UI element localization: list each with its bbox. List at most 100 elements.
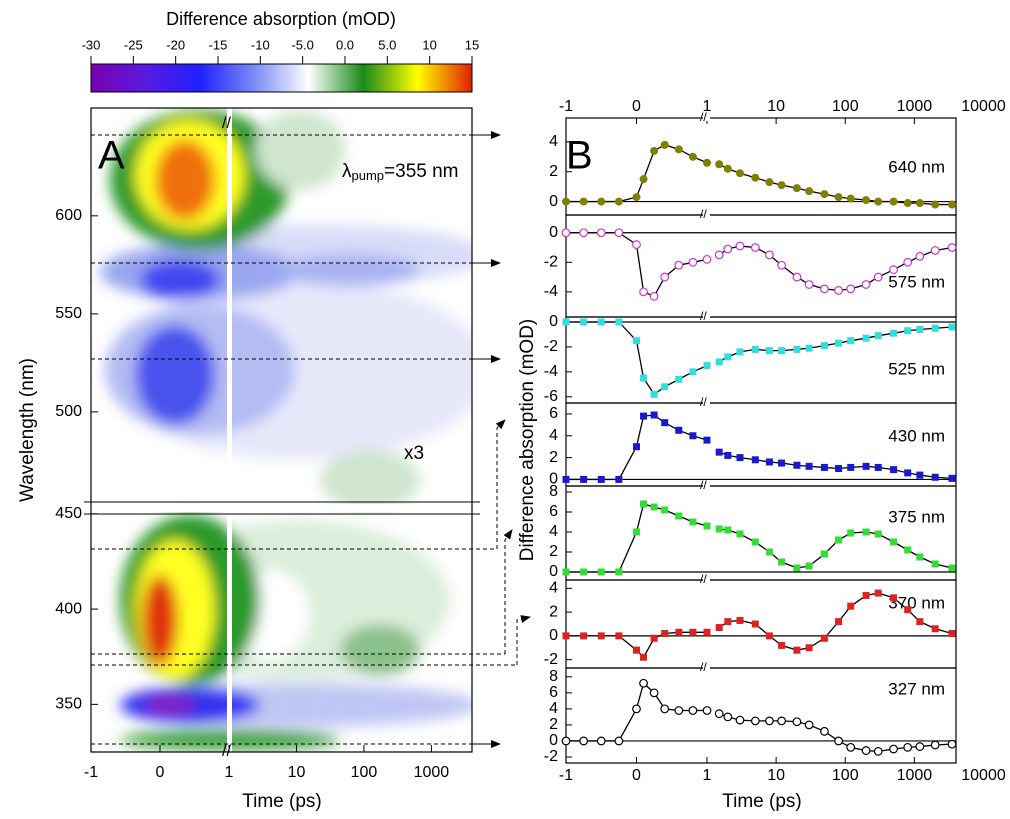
marker bbox=[597, 318, 605, 326]
marker bbox=[580, 318, 588, 326]
marker bbox=[834, 193, 843, 202]
marker bbox=[904, 606, 912, 614]
panel-label: B bbox=[566, 134, 593, 178]
y-tick-label: 0 bbox=[549, 224, 558, 241]
marker bbox=[930, 740, 940, 750]
y-tick-label: 8 bbox=[549, 668, 558, 685]
colorbar-tick-label: -25 bbox=[124, 37, 143, 52]
x-tick-label: 100 bbox=[832, 767, 859, 784]
marker bbox=[640, 653, 648, 661]
x-tick-label: -1 bbox=[559, 767, 573, 784]
marker bbox=[793, 646, 801, 654]
y-tick-label: 0 bbox=[549, 193, 558, 210]
x-tick-label: -1 bbox=[559, 98, 573, 115]
x-tick-label: 10000 bbox=[961, 767, 1006, 784]
marker bbox=[715, 160, 724, 169]
marker bbox=[715, 525, 723, 533]
marker bbox=[778, 558, 786, 566]
marker bbox=[660, 704, 670, 714]
x-tick-label: 10 bbox=[767, 767, 785, 784]
marker bbox=[861, 280, 871, 289]
panel-label: A bbox=[98, 134, 125, 178]
marker bbox=[723, 712, 733, 722]
marker bbox=[633, 528, 640, 536]
colorbar-tick-label: 10 bbox=[422, 37, 436, 52]
marker bbox=[640, 500, 648, 508]
colorbar-tick-label: -20 bbox=[166, 37, 185, 52]
marker bbox=[847, 602, 855, 610]
marker bbox=[596, 736, 606, 746]
y-tick-label: 500 bbox=[55, 403, 82, 420]
marker bbox=[862, 591, 870, 599]
marker bbox=[889, 744, 898, 754]
fit-line bbox=[566, 503, 708, 573]
marker bbox=[702, 254, 712, 264]
axis-break bbox=[703, 665, 710, 671]
marker bbox=[904, 327, 912, 335]
marker bbox=[632, 193, 641, 202]
marker bbox=[820, 550, 828, 558]
marker bbox=[947, 243, 957, 252]
marker bbox=[948, 564, 956, 572]
axis-break-mark: // bbox=[700, 660, 707, 674]
y-tick-label: 2 bbox=[549, 716, 558, 733]
y-tick-label: -2 bbox=[544, 651, 558, 668]
x-axis-label: Time (ps) bbox=[722, 791, 802, 812]
trace-label: 370 nm bbox=[888, 593, 945, 612]
marker bbox=[931, 473, 939, 481]
marker bbox=[765, 250, 774, 260]
y-tick-label: 4 bbox=[549, 427, 558, 444]
marker bbox=[689, 368, 697, 376]
marker bbox=[874, 197, 883, 206]
axis-break bbox=[703, 577, 710, 583]
marker bbox=[778, 347, 786, 355]
pump-label: λpump=355 nm bbox=[342, 161, 459, 183]
marker bbox=[735, 169, 744, 178]
arrow bbox=[472, 131, 501, 748]
marker bbox=[723, 164, 732, 173]
marker bbox=[915, 251, 925, 261]
marker bbox=[846, 194, 855, 203]
marker bbox=[820, 190, 829, 199]
marker bbox=[736, 348, 744, 356]
marker bbox=[947, 200, 956, 209]
marker bbox=[948, 323, 956, 331]
marker bbox=[862, 196, 871, 205]
marker bbox=[792, 184, 801, 193]
marker bbox=[714, 709, 724, 719]
x-tick-label: 0 bbox=[632, 98, 641, 115]
marker bbox=[915, 742, 925, 751]
marker bbox=[948, 630, 956, 638]
marker bbox=[765, 458, 773, 466]
marker bbox=[750, 243, 760, 252]
marker bbox=[703, 628, 711, 636]
axis-break bbox=[703, 212, 710, 218]
marker bbox=[614, 197, 623, 206]
y-tick-label: 2 bbox=[549, 163, 558, 180]
marker bbox=[889, 197, 898, 206]
colorbar-tick-label: 5.0 bbox=[378, 37, 396, 52]
y-tick-label: 2 bbox=[549, 543, 558, 560]
marker bbox=[903, 742, 913, 752]
x-tick-label: 1000 bbox=[897, 767, 933, 784]
marker bbox=[633, 646, 640, 654]
axis-break bbox=[703, 314, 710, 320]
marker bbox=[688, 257, 698, 267]
marker bbox=[675, 628, 683, 636]
marker bbox=[562, 568, 570, 576]
marker bbox=[639, 175, 648, 184]
colorbar-tick-label: -5.0 bbox=[291, 37, 313, 52]
marker bbox=[820, 726, 829, 736]
marker bbox=[597, 568, 605, 576]
colorbar-tick-label: 15 bbox=[465, 37, 479, 52]
axis-break bbox=[703, 483, 710, 489]
marker bbox=[793, 461, 801, 469]
marker bbox=[632, 240, 641, 249]
marker bbox=[751, 620, 759, 628]
marker bbox=[777, 181, 786, 190]
marker bbox=[580, 632, 588, 640]
marker bbox=[579, 228, 589, 238]
colorbar-tick-label: -30 bbox=[82, 37, 101, 52]
subplot-frame bbox=[565, 214, 957, 318]
x-tick-label: -1 bbox=[84, 764, 98, 781]
